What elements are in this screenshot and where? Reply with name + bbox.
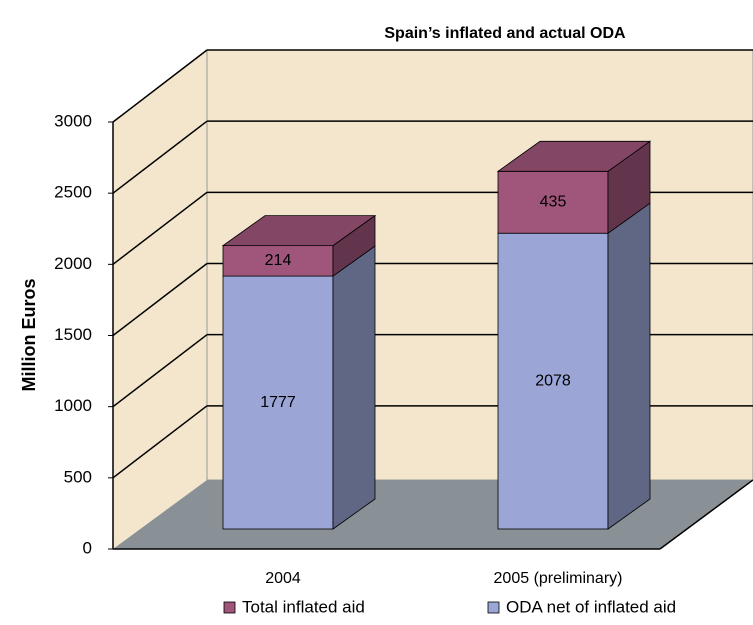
y-tick-label: 0 xyxy=(83,538,92,557)
y-axis-label: Million Euros xyxy=(19,278,39,391)
bar-top xyxy=(496,140,652,172)
data-label: 214 xyxy=(265,252,292,269)
floor xyxy=(113,480,753,549)
data-label: 1777 xyxy=(260,394,296,411)
y-tick-label: 3000 xyxy=(54,111,92,130)
y-tick-label: 1000 xyxy=(54,396,92,415)
grid-line xyxy=(112,49,208,123)
grid-line xyxy=(112,191,208,265)
x-tick-label: 2004 xyxy=(265,570,301,587)
bar-top xyxy=(221,215,377,247)
y-tick-label: 2000 xyxy=(54,254,92,273)
legend-swatch xyxy=(487,601,500,614)
data-label: 435 xyxy=(540,193,567,210)
bar-side xyxy=(607,202,651,530)
bar-side xyxy=(332,245,376,530)
y-tick-label: 500 xyxy=(64,467,92,486)
x-tick-label: 2005 (preliminary) xyxy=(494,570,623,587)
y-tick-label: 1500 xyxy=(54,325,92,344)
data-label: 2078 xyxy=(535,372,571,389)
bar-segment xyxy=(497,170,609,234)
floor-edge xyxy=(659,479,753,550)
bar-segment xyxy=(497,232,609,530)
bar-segment xyxy=(222,245,334,277)
legend-swatch xyxy=(223,601,236,614)
grid-line xyxy=(112,334,208,408)
legend-label: Total inflated aid xyxy=(242,597,365,616)
grid-line xyxy=(112,262,208,337)
chart-title: Spain’s inflated and actual ODA xyxy=(384,25,626,42)
grid-line xyxy=(112,120,208,194)
y-tick-label: 2500 xyxy=(54,183,92,202)
bar-segment xyxy=(222,275,334,530)
legend-label: ODA net of inflated aid xyxy=(506,597,676,616)
grid-line xyxy=(112,405,208,479)
